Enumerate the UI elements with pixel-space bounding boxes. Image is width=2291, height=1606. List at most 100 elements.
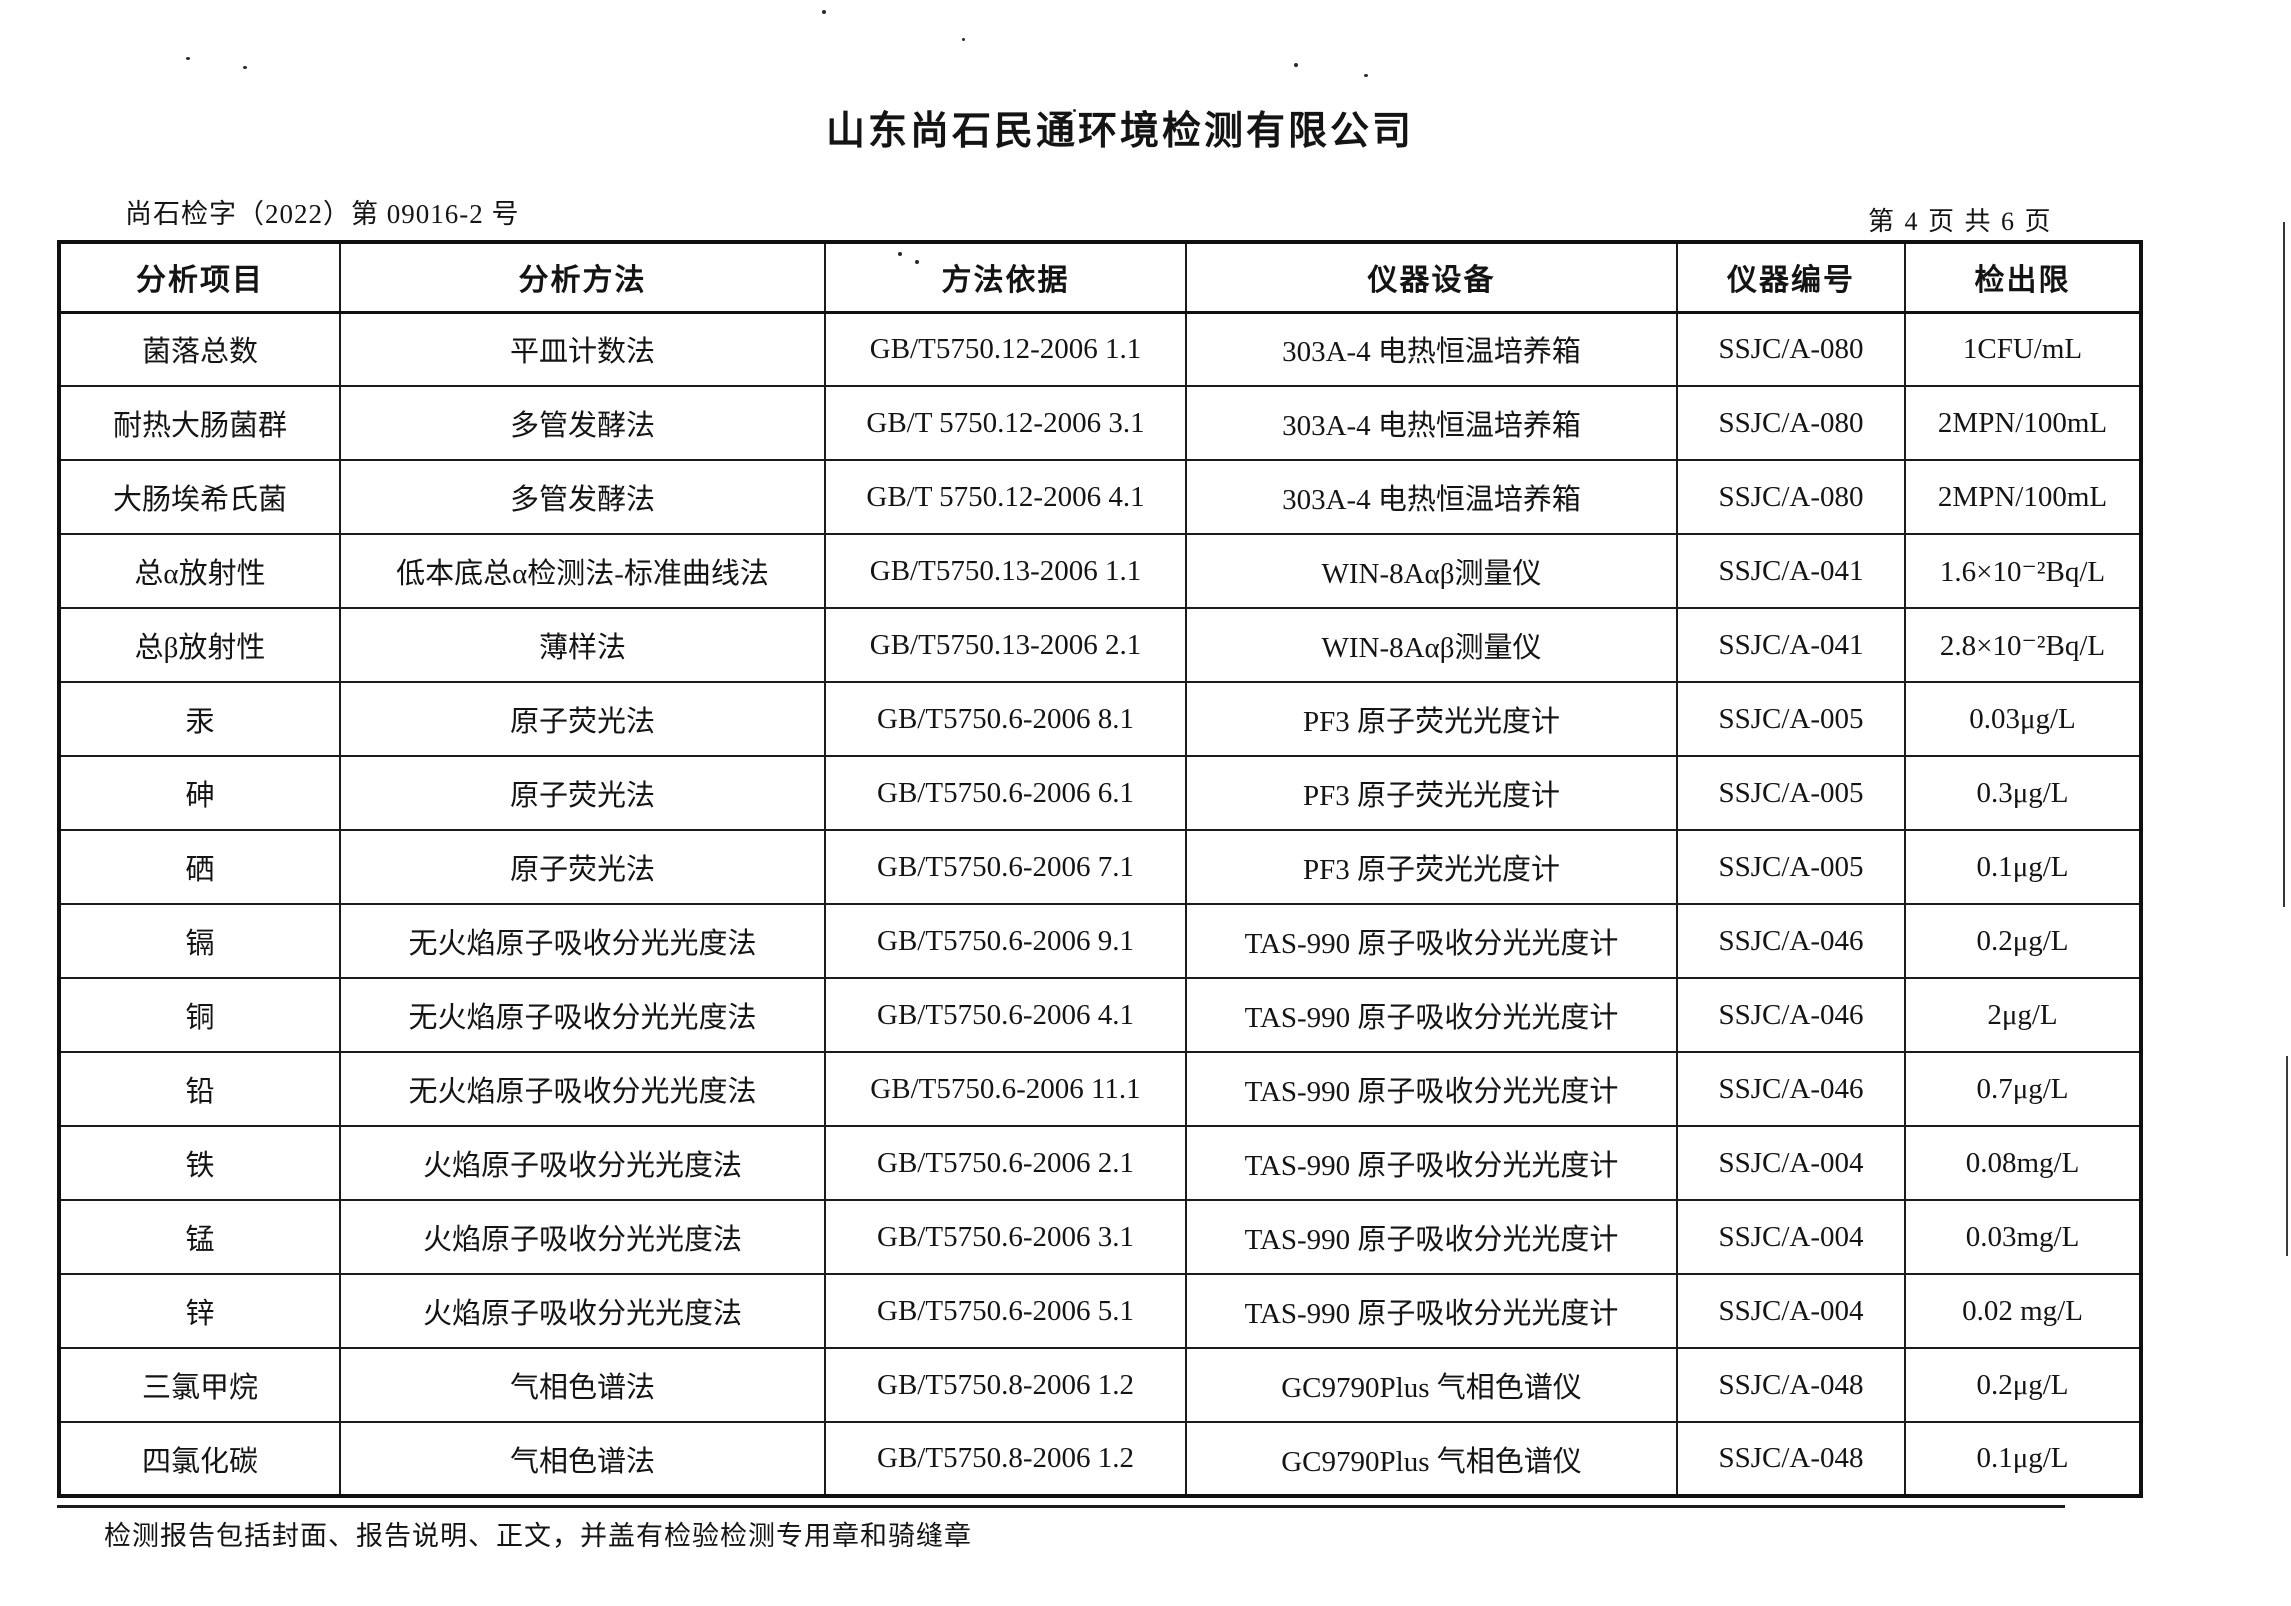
- cell-method: 火焰原子吸收分光光度法: [339, 1273, 826, 1349]
- cell-item: 三氯甲烷: [58, 1347, 341, 1423]
- cell-detection-limit: 0.2μg/L: [1904, 903, 2142, 979]
- cell-item: 总α放射性: [58, 533, 341, 609]
- cell-instrument-id: SSJC/A-005: [1676, 681, 1906, 757]
- cell-detection-limit: 0.1μg/L: [1904, 1421, 2142, 1497]
- scan-speck: [898, 252, 902, 256]
- cell-item: 总β放射性: [58, 607, 341, 683]
- cell-instrument: TAS-990 原子吸收分光光度计: [1185, 1125, 1678, 1201]
- table-row: 镉无火焰原子吸收分光光度法 GB/T5750.6-2006 9.1 TAS-990 …: [58, 903, 2142, 979]
- cell-item: 砷: [58, 755, 341, 831]
- cell-basis: GB/T5750.6-2006 9.1: [824, 903, 1187, 979]
- cell-instrument-id: SSJC/A-046: [1676, 903, 1906, 979]
- cell-instrument-id: SSJC/A-048: [1676, 1347, 1906, 1423]
- company-title: 山东尚石民通环境检测有限公司: [826, 110, 1415, 153]
- cell-instrument: PF3 原子荧光光度计: [1185, 681, 1678, 757]
- cell-instrument-id: SSJC/A-004: [1676, 1199, 1906, 1275]
- cell-instrument: GC9790Plus 气相色谱仪: [1185, 1421, 1678, 1497]
- cell-instrument: WIN-8Aαβ测量仪: [1185, 533, 1678, 609]
- cell-basis: GB/T5750.12-2006 1.1: [824, 311, 1187, 387]
- table-bottom-scan-line: [57, 1505, 2065, 1508]
- cell-item: 铅: [58, 1051, 341, 1127]
- cell-basis: GB/T5750.6-2006 3.1: [824, 1199, 1187, 1275]
- cell-instrument-id: SSJC/A-080: [1676, 459, 1906, 535]
- cell-basis: GB/T5750.6-2006 7.1: [824, 829, 1187, 905]
- cell-detection-limit: 0.03μg/L: [1904, 681, 2142, 757]
- cell-instrument: TAS-990 原子吸收分光光度计: [1185, 903, 1678, 979]
- page-info: 第 4 页 共 6 页: [1868, 207, 2053, 236]
- column-header-instrument: 仪器设备: [1185, 241, 1678, 314]
- cell-basis: GB/T5750.8-2006 1.2: [824, 1421, 1187, 1497]
- footer-note: 检测报告包括封面、报告说明、正文，并盖有检验检测专用章和骑缝章: [104, 1521, 972, 1551]
- cell-instrument: PF3 原子荧光光度计: [1185, 755, 1678, 831]
- cell-method: 气相色谱法: [339, 1421, 826, 1497]
- column-header-method: 分析方法: [339, 241, 826, 314]
- cell-detection-limit: 2MPN/100mL: [1904, 385, 2142, 461]
- cell-detection-limit: 2MPN/100mL: [1904, 459, 2142, 535]
- cell-method: 平皿计数法: [339, 311, 826, 387]
- scan-speck: [962, 38, 965, 41]
- cell-detection-limit: 0.7μg/L: [1904, 1051, 2142, 1127]
- cell-detection-limit: 2μg/L: [1904, 977, 2142, 1053]
- cell-method: 薄样法: [339, 607, 826, 683]
- cell-basis: GB/T5750.13-2006 2.1: [824, 607, 1187, 683]
- column-header-basis: 方法依据: [824, 241, 1187, 314]
- table-row: 铜无火焰原子吸收分光光度法 GB/T5750.6-2006 4.1 TAS-990 …: [58, 977, 2142, 1053]
- cell-basis: GB/T5750.13-2006 1.1: [824, 533, 1187, 609]
- cell-item: 铁: [58, 1125, 341, 1201]
- scan-speck: [915, 260, 919, 264]
- column-header-item: 分析项目: [58, 241, 341, 314]
- cell-basis: GB/T 5750.12-2006 3.1: [824, 385, 1187, 461]
- cell-detection-limit: 0.2μg/L: [1904, 1347, 2142, 1423]
- table-row: 三氯甲烷 气相色谱法 GB/T5750.8-2006 1.2 GC9790Plus 气…: [58, 1347, 2142, 1423]
- cell-method: 气相色谱法: [339, 1347, 826, 1423]
- cell-instrument-id: SSJC/A-046: [1676, 977, 1906, 1053]
- cell-detection-limit: 1.6×10⁻²Bq/L: [1904, 533, 2142, 609]
- cell-basis: GB/T5750.6-2006 4.1: [824, 977, 1187, 1053]
- scan-speck: [1364, 74, 1368, 77]
- cell-detection-limit: 0.03mg/L: [1904, 1199, 2142, 1275]
- header-row: 分析项目 分析方法 方法依据 仪器设备 仪器编号 检出限: [58, 241, 2142, 314]
- cell-basis: GB/T5750.6-2006 5.1: [824, 1273, 1187, 1349]
- cell-instrument: TAS-990 原子吸收分光光度计: [1185, 1051, 1678, 1127]
- cell-method: 无火焰原子吸收分光光度法: [339, 977, 826, 1053]
- doc-number: 尚石检字（2022）第 09016-2 号: [125, 199, 520, 229]
- cell-method: 原子荧光法: [339, 829, 826, 905]
- cell-instrument: GC9790Plus 气相色谱仪: [1185, 1347, 1678, 1423]
- cell-item: 菌落总数: [58, 311, 341, 387]
- table-row: 总α放射性 低本底总α检测法-标准曲线法 GB/T5750.13-2006 1.1 W…: [58, 533, 2142, 609]
- cell-instrument: PF3 原子荧光光度计: [1185, 829, 1678, 905]
- table-row: 总β放射性 薄样法 GB/T5750.13-2006 2.1 WIN-8Aαβ测量仪 S…: [58, 607, 2142, 683]
- cell-method: 多管发酵法: [339, 385, 826, 461]
- cell-instrument-id: SSJC/A-048: [1676, 1421, 1906, 1497]
- cell-instrument-id: SSJC/A-005: [1676, 755, 1906, 831]
- cell-method: 低本底总α检测法-标准曲线法: [339, 533, 826, 609]
- cell-basis: GB/T5750.6-2006 11.1: [824, 1051, 1187, 1127]
- table-row: 锰火焰原子吸收分光光度法 GB/T5750.6-2006 3.1 TAS-990 原…: [58, 1199, 2142, 1275]
- cell-item: 镉: [58, 903, 341, 979]
- cell-method: 多管发酵法: [339, 459, 826, 535]
- cell-detection-limit: 2.8×10⁻²Bq/L: [1904, 607, 2142, 683]
- analysis-methods-table: 分析项目 分析方法 方法依据 仪器设备 仪器编号 检出限 菌落总数 平皿计数法 GB…: [57, 240, 2143, 1498]
- column-header-instrument-id: 仪器编号: [1676, 241, 1906, 314]
- scan-speck: [1073, 109, 1076, 112]
- cell-detection-limit: 0.1μg/L: [1904, 829, 2142, 905]
- cell-detection-limit: 0.3μg/L: [1904, 755, 2142, 831]
- cell-detection-limit: 0.08mg/L: [1904, 1125, 2142, 1201]
- table-row: 砷原子荧光法 GB/T5750.6-2006 6.1 PF3 原子荧光光度计 SSJC…: [58, 755, 2142, 831]
- cell-instrument: TAS-990 原子吸收分光光度计: [1185, 1199, 1678, 1275]
- cell-method: 火焰原子吸收分光光度法: [339, 1125, 826, 1201]
- cell-method: 原子荧光法: [339, 755, 826, 831]
- cell-item: 锰: [58, 1199, 341, 1275]
- table-row: 铁火焰原子吸收分光光度法 GB/T5750.6-2006 2.1 TAS-990 原…: [58, 1125, 2142, 1201]
- cell-instrument-id: SSJC/A-046: [1676, 1051, 1906, 1127]
- cell-instrument: WIN-8Aαβ测量仪: [1185, 607, 1678, 683]
- table-row: 硒原子荧光法 GB/T5750.6-2006 7.1 PF3 原子荧光光度计 SSJC…: [58, 829, 2142, 905]
- cell-instrument: 303A-4 电热恒温培养箱: [1185, 385, 1678, 461]
- cell-instrument-id: SSJC/A-004: [1676, 1273, 1906, 1349]
- table-row: 汞原子荧光法 GB/T5750.6-2006 8.1 PF3 原子荧光光度计 SSJC…: [58, 681, 2142, 757]
- cell-item: 大肠埃希氏菌: [58, 459, 341, 535]
- table-row: 四氯化碳 气相色谱法 GB/T5750.8-2006 1.2 GC9790Plus 气…: [58, 1421, 2142, 1497]
- cell-item: 锌: [58, 1273, 341, 1349]
- scan-edge-line: [2286, 1056, 2288, 1256]
